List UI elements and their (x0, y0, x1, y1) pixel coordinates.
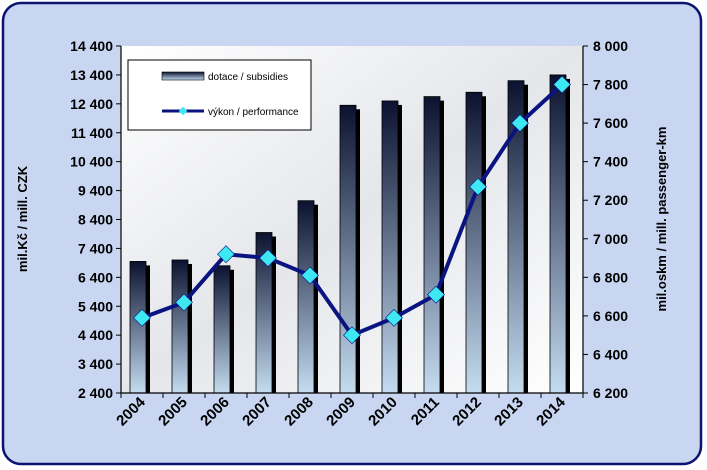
left-tick-label: 5 400 (78, 298, 113, 314)
right-tick-label: 6 600 (593, 308, 628, 324)
bar (297, 200, 315, 394)
bar (465, 91, 483, 394)
right-tick-label: 6 400 (593, 346, 628, 362)
line-point (511, 114, 529, 133)
right-tick-label: 7 200 (593, 192, 628, 208)
line-point (175, 293, 193, 312)
line-point (385, 308, 403, 327)
line-point (553, 75, 571, 94)
bar (381, 100, 399, 394)
legend-bar-label: dotace / subsidies (208, 72, 288, 83)
bar (213, 265, 231, 394)
right-tick-label: 6 200 (593, 385, 628, 401)
left-tick-label: 7 400 (78, 240, 113, 256)
line-point (469, 177, 487, 196)
left-tick-label: 4 400 (78, 327, 113, 343)
left-axis-label: mil.Kč / mill. CZK (15, 165, 30, 272)
right-axis-label: mil.oskm / mill. passenger-km (654, 127, 669, 312)
left-tick-label: 2 400 (78, 385, 113, 401)
bar (171, 259, 189, 394)
right-tick-label: 7 800 (593, 77, 628, 93)
right-tick-label: 7 600 (593, 115, 628, 131)
bar (549, 74, 567, 394)
bar (423, 96, 441, 394)
line-point (301, 266, 319, 285)
legend-box (127, 59, 312, 131)
left-tick-label: 6 400 (78, 269, 113, 285)
left-tick-label: 13 400 (70, 67, 113, 83)
line-point (427, 285, 445, 304)
line-point (133, 308, 151, 327)
left-tick-label: 14 400 (70, 38, 113, 54)
right-tick-label: 7 400 (593, 154, 628, 170)
right-tick-label: 8 000 (593, 38, 628, 54)
line-point (343, 326, 361, 345)
right-tick-label: 7 000 (593, 231, 628, 247)
bars-layer (129, 74, 570, 394)
left-tick-label: 3 400 (78, 356, 113, 372)
left-tick-label: 9 400 (78, 183, 113, 199)
line-layer (133, 75, 571, 345)
bar (339, 104, 357, 394)
legend-bar-swatch (161, 71, 205, 81)
bar (129, 261, 147, 394)
left-tick-label: 10 400 (70, 154, 113, 170)
left-tick-label: 11 400 (71, 125, 113, 141)
left-tick-label: 12 400 (70, 96, 113, 112)
right-tick-label: 6 800 (593, 269, 628, 285)
line-point (217, 245, 235, 264)
legend-line-label: výkon / performance (208, 107, 299, 118)
legend-line-marker (178, 106, 188, 116)
legend: dotace / subsidies výkon / performance (127, 59, 312, 131)
line-point (259, 249, 277, 267)
left-tick-label: 8 400 (78, 212, 113, 228)
